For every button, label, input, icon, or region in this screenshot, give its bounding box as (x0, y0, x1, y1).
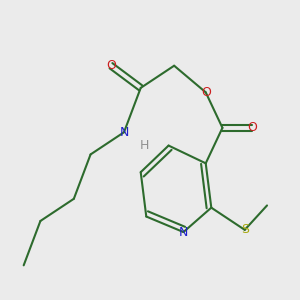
Text: S: S (241, 224, 249, 236)
Text: O: O (247, 121, 257, 134)
Text: O: O (201, 86, 211, 99)
Text: O: O (106, 59, 116, 72)
Text: H: H (140, 139, 149, 152)
Text: N: N (179, 226, 188, 238)
Text: N: N (119, 126, 129, 139)
